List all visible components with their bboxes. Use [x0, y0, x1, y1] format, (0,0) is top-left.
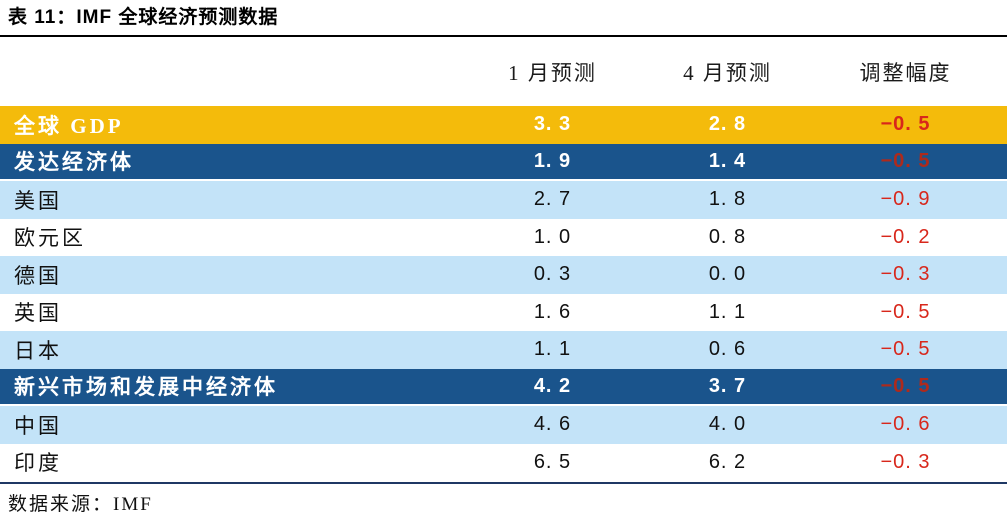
apr-forecast-value: 0. 0: [708, 263, 747, 286]
apr-forecast-value: 2. 8: [708, 113, 747, 136]
jan-forecast-value: 1. 9: [533, 149, 572, 172]
column-header-apr: 4 月预测: [683, 60, 772, 85]
adjustment-value: −0. 3: [880, 450, 931, 473]
table-row: 德国 0. 3 0. 0 −0. 3: [0, 256, 1007, 294]
apr-forecast-value: 1. 8: [708, 188, 747, 211]
apr-forecast-value: 6. 2: [708, 450, 747, 473]
row-label: 德国: [14, 263, 62, 288]
apr-forecast-value: 0. 6: [708, 338, 747, 361]
data-source-label: 数据来源：IMF: [8, 493, 153, 515]
jan-forecast-value: 4. 2: [533, 374, 572, 397]
adjustment-value: −0. 9: [880, 188, 931, 211]
column-header-jan: 1 月预测: [508, 60, 597, 85]
table-row: 欧元区 1. 0 0. 8 −0. 2: [0, 218, 1007, 256]
jan-forecast-value: 6. 5: [533, 450, 572, 473]
apr-forecast-value: 4. 0: [708, 413, 747, 436]
table-row: 发达经济体 1. 9 1. 4 −0. 5: [0, 143, 1007, 181]
row-label: 中国: [14, 413, 62, 438]
row-label: 英国: [14, 301, 62, 326]
title-underline: [0, 35, 1007, 37]
jan-forecast-value: 4. 6: [533, 413, 572, 436]
table-row: 全球 GDP 3. 3 2. 8 −0. 5: [0, 106, 1007, 144]
table-title: 表 11：IMF 全球经济预测数据: [8, 7, 279, 28]
adjustment-value: −0. 6: [880, 413, 931, 436]
row-label: 全球 GDP: [14, 113, 124, 138]
table-row: 中国 4. 6 4. 0 −0. 6: [0, 406, 1007, 444]
table-row: 日本 1. 1 0. 6 −0. 5: [0, 331, 1007, 369]
jan-forecast-value: 1. 0: [533, 225, 572, 248]
jan-forecast-value: 2. 7: [533, 188, 572, 211]
table-row: 印度 6. 5 6. 2 −0. 3: [0, 443, 1007, 481]
row-label: 发达经济体: [14, 150, 134, 175]
apr-forecast-value: 3. 7: [708, 374, 747, 397]
apr-forecast-value: 1. 4: [708, 149, 747, 172]
apr-forecast-value: 1. 1: [708, 300, 747, 323]
footer-rule: [0, 481, 1007, 484]
adjustment-value: −0. 3: [880, 263, 931, 286]
jan-forecast-value: 3. 3: [533, 113, 572, 136]
table-row: 美国 2. 7 1. 8 −0. 9: [0, 181, 1007, 219]
row-label: 日本: [14, 338, 62, 363]
adjustment-value: −0. 2: [880, 225, 931, 248]
jan-forecast-value: 1. 6: [533, 300, 572, 323]
column-header-adjustment: 调整幅度: [859, 60, 952, 85]
adjustment-value: −0. 5: [880, 300, 931, 323]
apr-forecast-value: 0. 8: [708, 225, 747, 248]
row-label: 印度: [14, 451, 62, 476]
adjustment-value: −0. 5: [880, 149, 931, 172]
jan-forecast-value: 0. 3: [533, 263, 572, 286]
adjustment-value: −0. 5: [880, 374, 931, 397]
table-body: 全球 GDP 3. 3 2. 8 −0. 5 发达经济体 1. 9 1. 4 −0. 5 美国 2…: [0, 106, 1007, 481]
row-label: 新兴市场和发展中经济体: [14, 375, 278, 400]
table-row: 英国 1. 6 1. 1 −0. 5: [0, 293, 1007, 331]
adjustment-value: −0. 5: [880, 338, 931, 361]
adjustment-value: −0. 5: [880, 113, 931, 136]
column-header-row: 1 月预测 4 月预测 调整幅度: [0, 37, 1007, 106]
row-label: 美国: [14, 188, 62, 213]
jan-forecast-value: 1. 1: [533, 338, 572, 361]
row-label: 欧元区: [14, 226, 86, 251]
table-row: 新兴市场和发展中经济体 4. 2 3. 7 −0. 5: [0, 368, 1007, 406]
